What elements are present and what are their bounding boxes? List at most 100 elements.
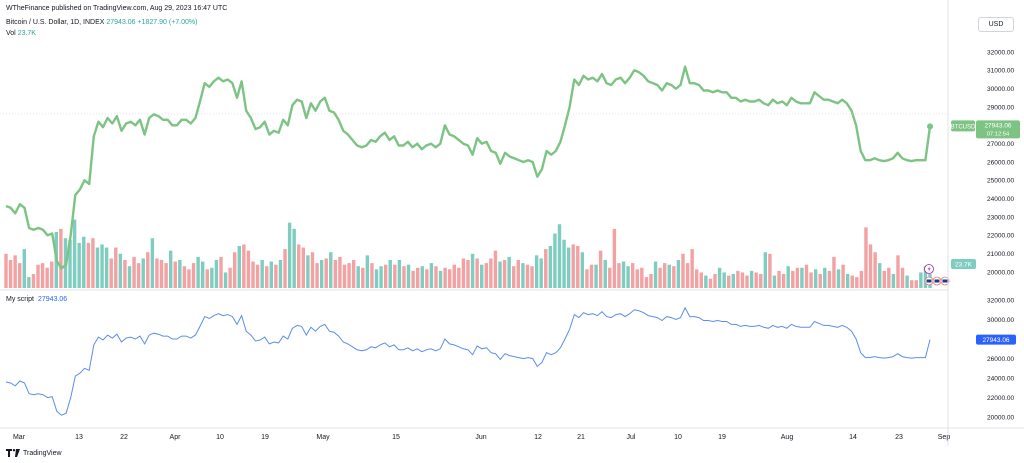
time-tick-label: 19 [718,434,726,441]
volume-bar [365,255,370,288]
volume-bar [123,260,127,288]
vol-label[interactable]: Vol [6,30,16,37]
volume-bar [443,267,447,288]
volume-bars [4,219,932,288]
volume-bar [795,267,800,288]
volume-bar [18,263,22,288]
volume-bar [813,269,818,288]
volume-bar [896,255,900,288]
volume-bar [786,266,790,288]
volume-bar [109,258,113,288]
volume-bar [31,274,36,288]
footer-brand: TradingView [23,449,62,457]
time-tick-label: Mar [13,434,26,441]
volume-bar [118,253,123,288]
volume-bar [228,267,232,288]
volume-bar [324,258,328,288]
time-tick-label: 19 [261,434,269,441]
volume-bar [141,258,145,288]
time-tick-label: Apr [170,434,182,441]
volume-bar [210,267,214,288]
price-tick-label: 21000.00 [987,251,1014,258]
volume-bar [50,261,54,288]
volume-bar [818,274,822,288]
volume-bar [544,249,548,288]
volume-bar [45,267,49,288]
volume-bar [749,270,754,288]
volume-bar [873,252,877,288]
symbol-name[interactable]: Bitcoin / U.S. Dollar, 1D, INDEX [6,19,105,26]
price-tick-label: 24000.00 [987,196,1014,203]
volume-bar [539,258,543,288]
volume-bar [164,263,168,288]
volume-bar [695,269,699,288]
volume-bar [306,255,310,288]
volume-bar [759,274,763,288]
volume-bar [713,274,717,288]
volume-bar [489,258,493,288]
volume-bar [640,267,644,288]
vol-value: 23.7K [17,30,36,37]
symbol-line: Bitcoin / U.S. Dollar, 1D, INDEX 27943.0… [6,19,197,26]
volume-bar [791,270,795,288]
volume-bar [178,260,182,288]
symbol-tag [951,120,975,132]
script-tick-label: 32000.00 [987,297,1014,304]
volume-bar [516,260,521,288]
volume-bar [59,228,63,288]
volume-bar [909,280,914,288]
volume-bar [219,256,223,288]
volume-bar [173,261,177,288]
volume-bar [809,272,813,288]
currency-button[interactable]: USD [978,17,1014,32]
countdown-text: 07:12:54 [987,131,1010,137]
volume-bar [77,242,81,288]
price-axis[interactable]: 20000.00 21000.00 22000.00 23000.00 24000.00… [987,49,1014,421]
time-tick-label: 22 [120,434,128,441]
volume-bar [329,252,333,288]
tradingview-logo[interactable]: TradingView [6,449,62,457]
volume-bar [351,260,356,288]
volume-bar [804,264,809,288]
script-tick-label: 20000.00 [987,414,1014,421]
script-tick-label: 24000.00 [987,375,1014,382]
volume-bar [736,270,740,288]
volume-bar [877,263,882,288]
script-label[interactable]: My script [6,296,34,303]
volume-bar [388,260,392,288]
script-series [5,306,931,416]
time-tick-label: Jul [627,434,636,441]
volume-bar [557,224,562,288]
script-tag-text: 27943.06 [982,337,1009,344]
price-tick-label: 29000.00 [987,104,1014,111]
volume-bar [95,247,100,288]
volume-bar [146,252,150,288]
time-tick-label: Aug [781,434,794,441]
volume-bar [374,269,379,288]
volume-bar [370,263,374,288]
volume-bar [676,260,681,288]
volume-bar [319,260,324,288]
time-tick-label: 13 [75,434,83,441]
volume-bar [461,258,466,288]
price-line [5,65,932,270]
flag-icon-fill [926,279,932,283]
time-tick-label: 15 [392,434,400,441]
volume-bar [100,244,104,288]
volume-bar [868,244,873,288]
volume-bar [823,267,827,288]
symbol-tag-text: BTCUSD [951,124,976,130]
volume-bar [781,274,786,288]
volume-bar [136,263,141,288]
volume-bar [566,247,571,288]
volume-bar [891,274,896,288]
script-tick-label: 26000.00 [987,356,1014,363]
volume-bar [800,267,804,288]
time-axis[interactable]: Mar 13 22 Apr 10 19 May 15 Jun 12 21 Jul 10 19 Aug 14 23… [13,434,950,441]
volume-bar [420,266,424,288]
vol-tag [951,259,976,269]
volume-bar [13,255,17,288]
volume-bar [27,277,31,288]
volume-bar [681,253,685,288]
